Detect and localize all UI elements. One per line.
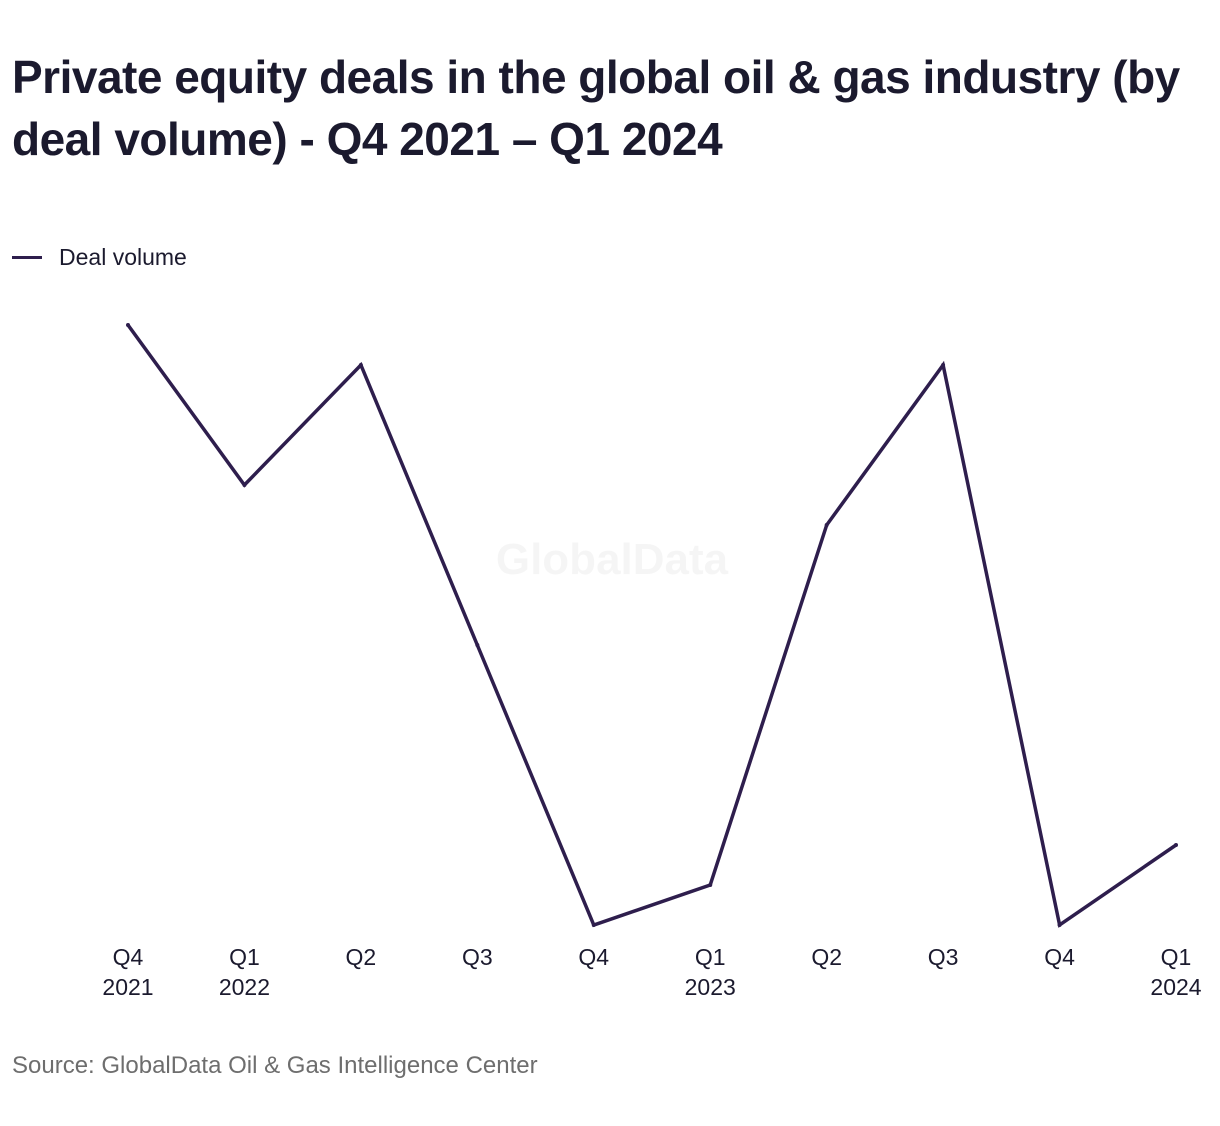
x-tick-label-year: 2021 — [102, 974, 153, 1000]
data-point-0-2 — [358, 363, 363, 367]
x-tick-label-quarter: Q1 — [1161, 944, 1192, 970]
legend-label-deal-volume: Deal volume — [59, 243, 187, 270]
legend-swatch-deal-volume — [12, 255, 42, 259]
x-tick-label-quarter: Q2 — [811, 944, 842, 970]
x-tick-label-year: 2024 — [1150, 974, 1201, 1000]
data-point-0-4 — [591, 923, 596, 927]
data-point-0-9 — [1174, 843, 1178, 847]
x-tick-label-year: 2023 — [685, 974, 736, 1000]
data-point-0-6 — [824, 523, 829, 527]
data-point-0-5 — [708, 883, 713, 887]
x-tick-label-quarter: Q4 — [113, 944, 144, 970]
x-tick-label-quarter: Q3 — [928, 944, 959, 970]
x-tick-label-quarter: Q4 — [578, 944, 609, 970]
line-chart: Q4 2021 Q1 2022 Q2 Q3 Q4 Q1 2023 Q2 Q3 Q4 Q1 2024 — [102, 323, 1202, 1000]
x-tick-label-quarter: Q1 — [695, 944, 726, 970]
series-line-0 — [126, 323, 1177, 928]
data-point-0-1 — [242, 483, 247, 487]
x-tick-label-quarter: Q4 — [1044, 944, 1075, 970]
x-tick-label-quarter: Q3 — [462, 944, 493, 970]
chart-legend: Deal volume — [12, 240, 187, 274]
data-point-0-3 — [475, 643, 480, 647]
source-note: Source: GlobalData Oil & Gas Intelligenc… — [12, 1052, 538, 1079]
x-tick-label-quarter: Q2 — [346, 944, 377, 970]
chart-title: Private equity deals in the global oil &… — [12, 51, 1180, 165]
x-tick-label-quarter: Q1 — [229, 944, 260, 970]
data-point-0-0 — [126, 323, 130, 327]
data-point-0-8 — [1057, 923, 1062, 927]
data-point-0-7 — [941, 363, 946, 367]
x-tick-label-year: 2022 — [219, 974, 270, 1000]
